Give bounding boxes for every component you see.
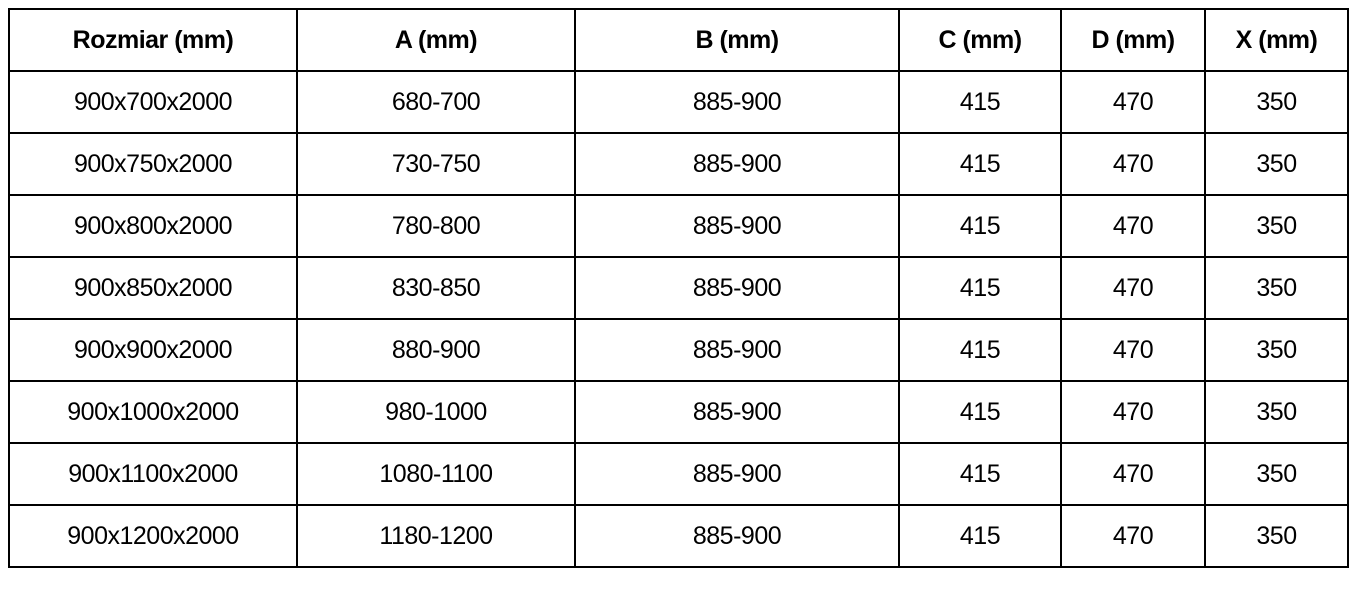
cell-a: 980-1000 bbox=[296, 380, 576, 444]
cell-c: 415 bbox=[898, 70, 1062, 134]
table-row: 900x850x2000 830-850 885-900 415 470 350 bbox=[8, 256, 1349, 320]
column-header-c: C (mm) bbox=[898, 8, 1062, 72]
cell-size: 900x1100x2000 bbox=[8, 442, 298, 506]
cell-d: 470 bbox=[1060, 318, 1206, 382]
cell-size: 900x750x2000 bbox=[8, 132, 298, 196]
cell-b: 885-900 bbox=[574, 256, 900, 320]
cell-d: 470 bbox=[1060, 504, 1206, 568]
cell-b: 885-900 bbox=[574, 194, 900, 258]
cell-c: 415 bbox=[898, 504, 1062, 568]
table-row: 900x900x2000 880-900 885-900 415 470 350 bbox=[8, 318, 1349, 382]
cell-a: 730-750 bbox=[296, 132, 576, 196]
column-header-d: D (mm) bbox=[1060, 8, 1206, 72]
cell-x: 350 bbox=[1204, 504, 1349, 568]
cell-size: 900x1200x2000 bbox=[8, 504, 298, 568]
cell-size: 900x900x2000 bbox=[8, 318, 298, 382]
cell-b: 885-900 bbox=[574, 380, 900, 444]
cell-b: 885-900 bbox=[574, 318, 900, 382]
cell-size: 900x850x2000 bbox=[8, 256, 298, 320]
cell-x: 350 bbox=[1204, 256, 1349, 320]
cell-d: 470 bbox=[1060, 442, 1206, 506]
column-header-x: X (mm) bbox=[1204, 8, 1349, 72]
column-header-b: B (mm) bbox=[574, 8, 900, 72]
cell-c: 415 bbox=[898, 318, 1062, 382]
cell-a: 780-800 bbox=[296, 194, 576, 258]
table-row: 900x1100x2000 1080-1100 885-900 415 470 350 bbox=[8, 442, 1349, 506]
cell-d: 470 bbox=[1060, 132, 1206, 196]
cell-x: 350 bbox=[1204, 318, 1349, 382]
cell-a: 880-900 bbox=[296, 318, 576, 382]
cell-a: 680-700 bbox=[296, 70, 576, 134]
cell-b: 885-900 bbox=[574, 442, 900, 506]
cell-size: 900x700x2000 bbox=[8, 70, 298, 134]
column-header-a: A (mm) bbox=[296, 8, 576, 72]
cell-x: 350 bbox=[1204, 380, 1349, 444]
cell-b: 885-900 bbox=[574, 70, 900, 134]
cell-d: 470 bbox=[1060, 194, 1206, 258]
cell-x: 350 bbox=[1204, 70, 1349, 134]
cell-c: 415 bbox=[898, 132, 1062, 196]
table-row: 900x800x2000 780-800 885-900 415 470 350 bbox=[8, 194, 1349, 258]
cell-x: 350 bbox=[1204, 194, 1349, 258]
dimensions-table: Rozmiar (mm) A (mm) B (mm) C (mm) D (mm) X (m… bbox=[8, 8, 1349, 568]
cell-c: 415 bbox=[898, 442, 1062, 506]
cell-b: 885-900 bbox=[574, 132, 900, 196]
cell-a: 830-850 bbox=[296, 256, 576, 320]
cell-c: 415 bbox=[898, 256, 1062, 320]
cell-a: 1080-1100 bbox=[296, 442, 576, 506]
cell-d: 470 bbox=[1060, 70, 1206, 134]
cell-d: 470 bbox=[1060, 380, 1206, 444]
cell-x: 350 bbox=[1204, 132, 1349, 196]
table-row: 900x700x2000 680-700 885-900 415 470 350 bbox=[8, 70, 1349, 134]
cell-b: 885-900 bbox=[574, 504, 900, 568]
cell-c: 415 bbox=[898, 380, 1062, 444]
cell-size: 900x800x2000 bbox=[8, 194, 298, 258]
table-row: 900x1000x2000 980-1000 885-900 415 470 350 bbox=[8, 380, 1349, 444]
cell-size: 900x1000x2000 bbox=[8, 380, 298, 444]
header-row: Rozmiar (mm) A (mm) B (mm) C (mm) D (mm) X (m… bbox=[8, 8, 1349, 72]
cell-c: 415 bbox=[898, 194, 1062, 258]
cell-d: 470 bbox=[1060, 256, 1206, 320]
column-header-size: Rozmiar (mm) bbox=[8, 8, 298, 72]
cell-a: 1180-1200 bbox=[296, 504, 576, 568]
table-row: 900x1200x2000 1180-1200 885-900 415 470 350 bbox=[8, 504, 1349, 568]
table-row: 900x750x2000 730-750 885-900 415 470 350 bbox=[8, 132, 1349, 196]
cell-x: 350 bbox=[1204, 442, 1349, 506]
